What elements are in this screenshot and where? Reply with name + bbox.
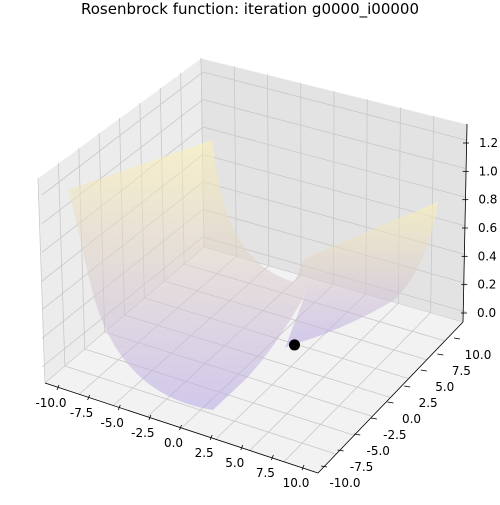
z-tick-label: 0.4 <box>478 249 497 263</box>
x-tick-label: 5.0 <box>225 456 244 470</box>
y-tick <box>437 354 443 355</box>
z-tick-label: 0.2 <box>477 278 496 292</box>
x-tick-label: -7.5 <box>70 406 93 420</box>
y-tick <box>404 386 410 387</box>
z-tick-label: 1.2 <box>479 136 498 150</box>
chart-title: Rosenbrock function: iteration g0000_i00… <box>0 0 500 18</box>
x-tick-label: -10.0 <box>35 396 66 410</box>
x-tick-label: -5.0 <box>101 416 124 430</box>
z-tick-label: 0.6 <box>478 221 497 235</box>
z-tick-label: 1.0 <box>479 164 498 178</box>
current-point-marker <box>289 339 300 350</box>
y-tick-label: -7.5 <box>350 460 373 474</box>
y-tick-label: -10.0 <box>329 476 360 490</box>
y-tick-label: 10.0 <box>465 348 492 362</box>
y-tick-label: 7.5 <box>452 364 471 378</box>
y-tick <box>454 338 460 339</box>
y-tick-label: 5.0 <box>435 380 454 394</box>
x-tick-label: 7.5 <box>256 466 275 480</box>
y-tick <box>388 402 394 403</box>
y-tick-label: 0.0 <box>402 412 421 426</box>
x-tick-label: -2.5 <box>131 426 154 440</box>
z-tick-label: 0.8 <box>478 193 497 207</box>
y-tick-label: -2.5 <box>383 428 406 442</box>
y-tick-label: -5.0 <box>367 444 390 458</box>
y-tick-label: 2.5 <box>419 396 438 410</box>
y-tick <box>371 418 377 419</box>
y-tick <box>421 370 427 371</box>
z-tick-label: 0.0 <box>477 306 496 320</box>
x-tick-label: 2.5 <box>195 446 214 460</box>
x-tick-label: 10.0 <box>283 476 310 490</box>
x-tick-label: 0.0 <box>164 436 183 450</box>
